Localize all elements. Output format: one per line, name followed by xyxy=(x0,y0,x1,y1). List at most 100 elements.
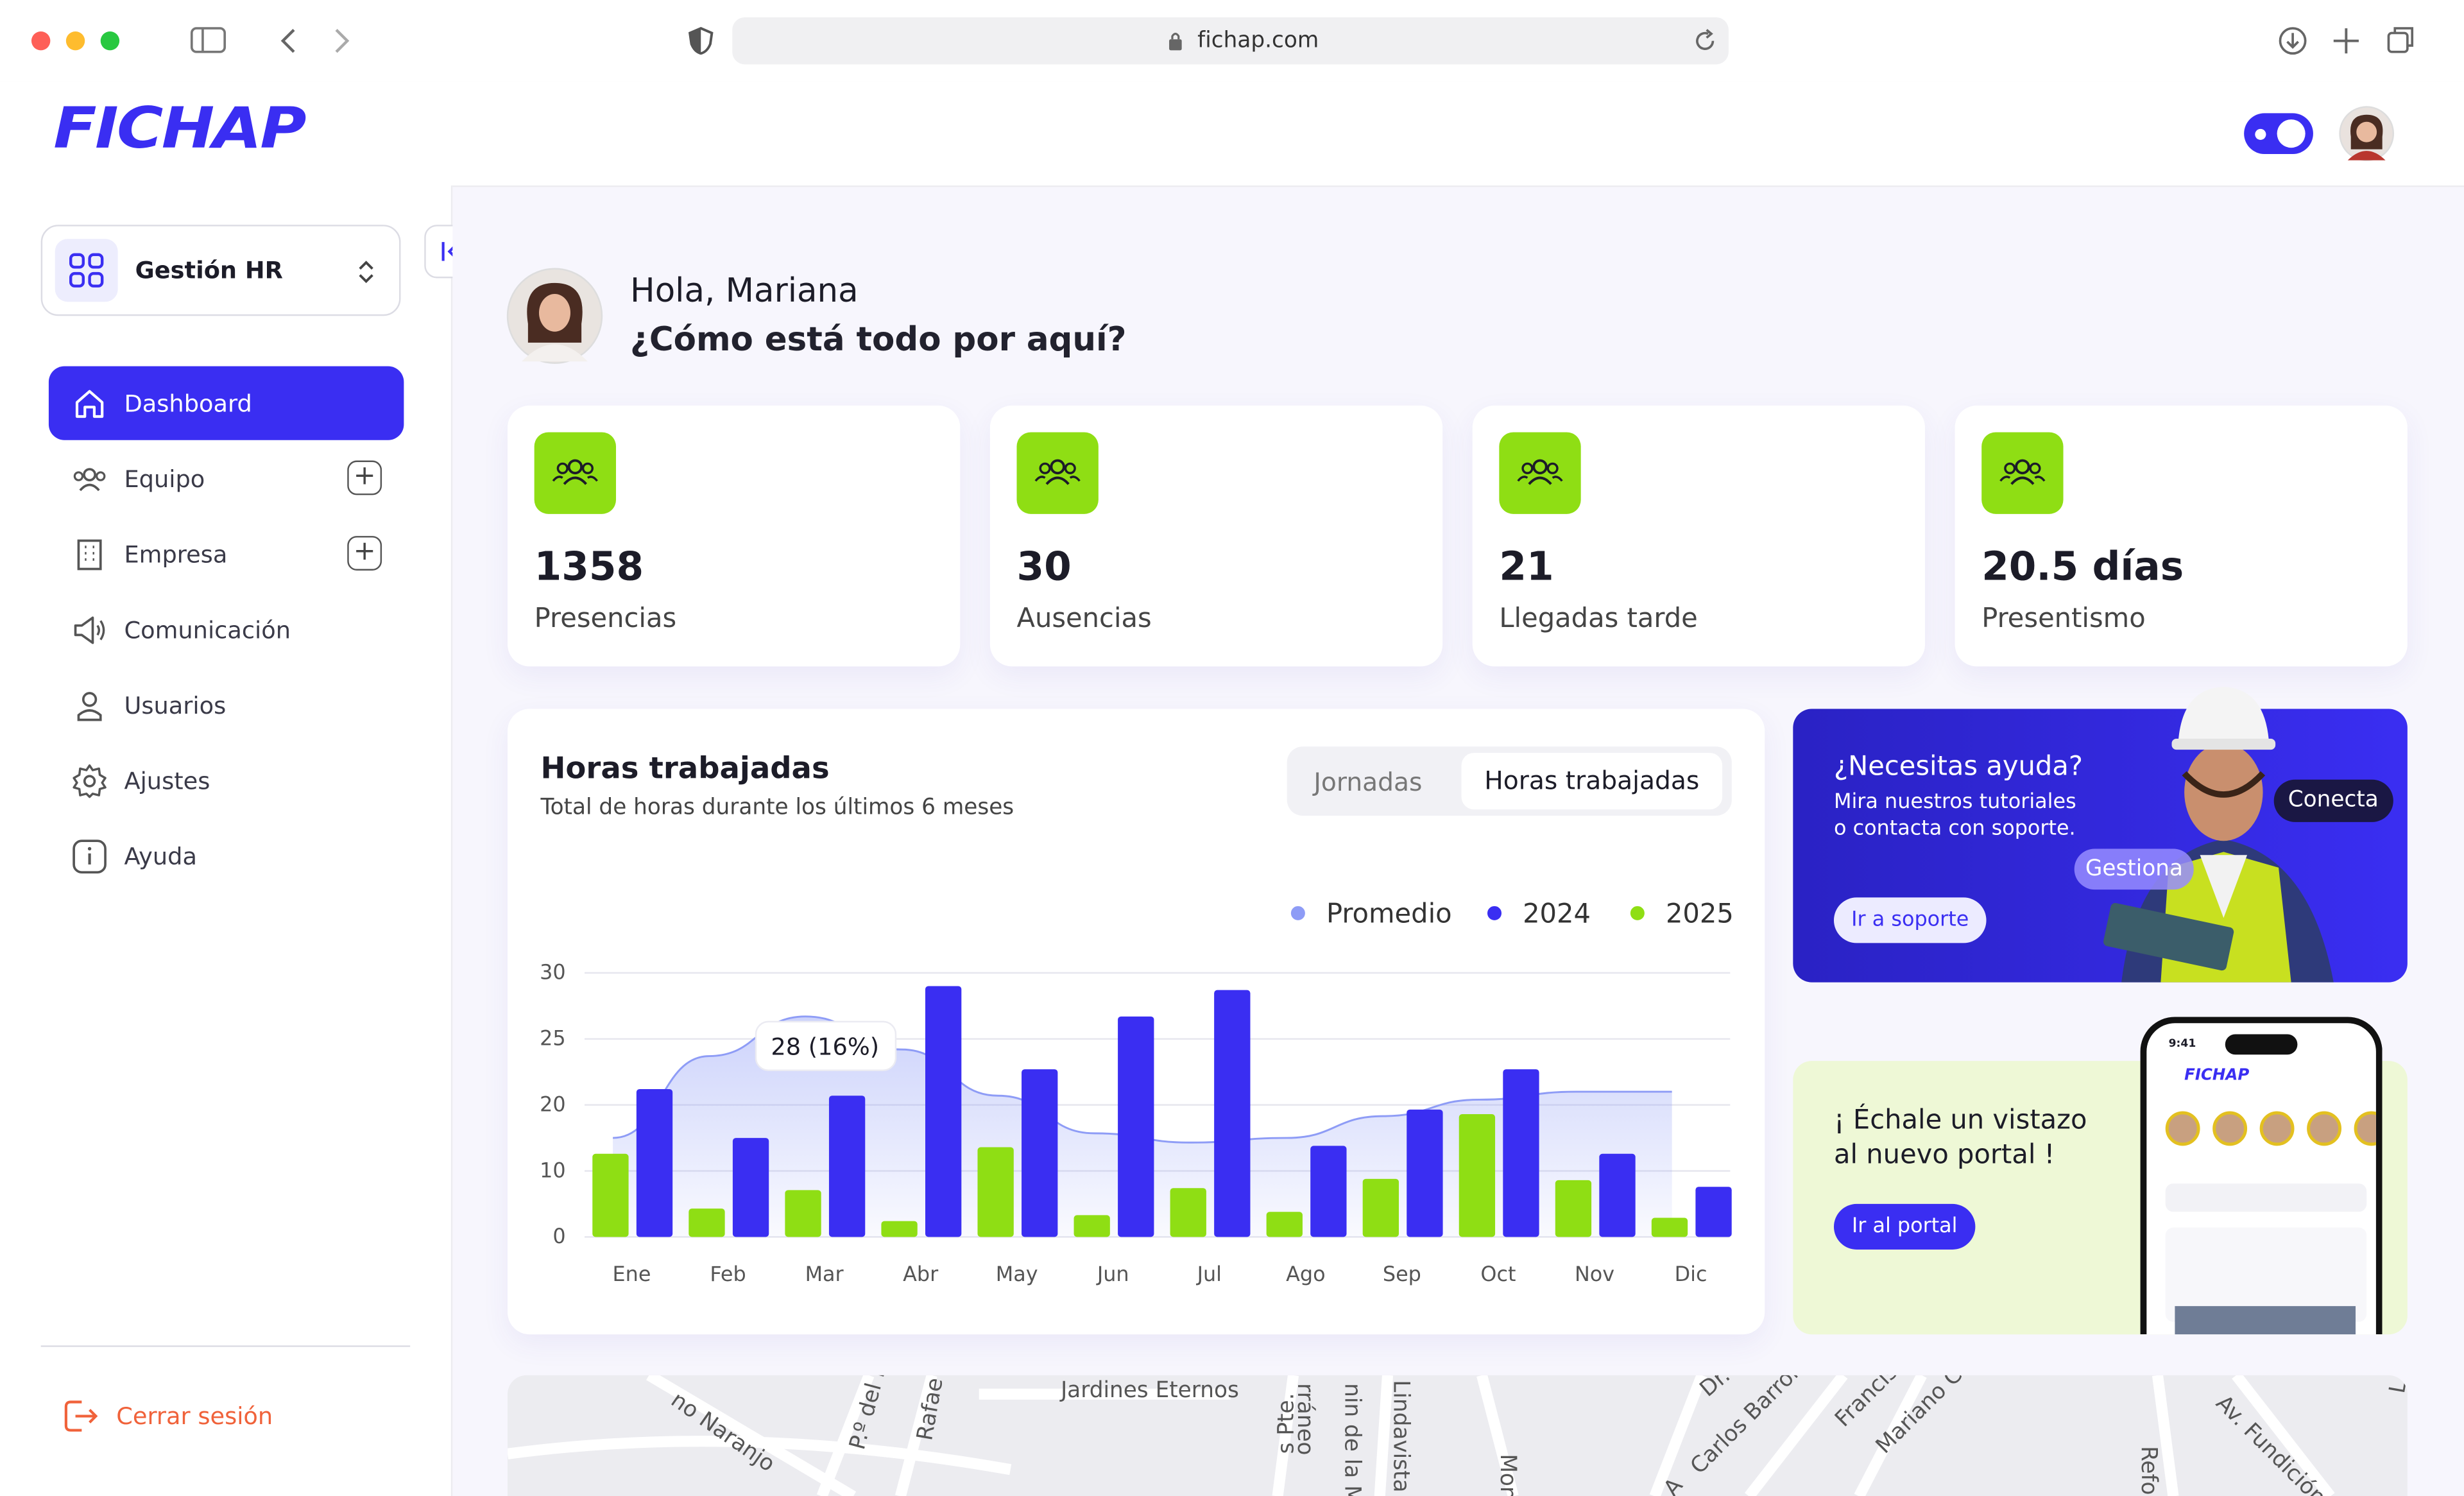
map: no Naranjo P.º del I Rafae Jardines Eternos… xyxy=(508,1375,2408,1496)
reload-icon[interactable] xyxy=(1693,28,1718,53)
y-tick-label: 10 xyxy=(540,1158,566,1182)
bar xyxy=(1503,1069,1539,1237)
nav-item[interactable]: Dashboard xyxy=(48,366,404,440)
url: fichap.com xyxy=(1197,28,1319,54)
stat-label: Presentismo xyxy=(1981,603,2146,635)
nav-label: Ajustes xyxy=(124,766,210,795)
nav-label: Usuarios xyxy=(124,691,227,719)
bar xyxy=(1170,1188,1206,1237)
portal-text: ¡ Échale un vistazo xyxy=(1833,1105,2087,1137)
phone-mockup: 9:41 FICHAP xyxy=(2140,1017,2383,1335)
bar xyxy=(1310,1146,1347,1237)
bar xyxy=(1074,1215,1110,1237)
chart-subtitle: Total de horas durante los últimos 6 mes… xyxy=(540,795,1014,821)
stat-value: 1358 xyxy=(534,544,644,590)
bar xyxy=(1407,1109,1443,1237)
sidebar-toggle[interactable] xyxy=(189,25,230,56)
nav-item[interactable]: Equipo + xyxy=(49,442,404,515)
y-tick-label: 30 xyxy=(540,960,566,984)
greeting-question: ¿Cómo está todo por aquí? xyxy=(630,320,1127,359)
x-tick-label: Oct xyxy=(1480,1262,1516,1286)
browser-actions[interactable] xyxy=(2275,24,2417,58)
zoom-button[interactable] xyxy=(100,31,120,51)
help-text: o contacta con soporte. xyxy=(1833,817,2076,841)
bar xyxy=(689,1208,725,1237)
street-label: Jardines Eternos xyxy=(1061,1378,1239,1404)
stat-icon xyxy=(1499,432,1581,514)
tooltip-text: 28 (16%) xyxy=(771,1033,879,1060)
stat-card: 20.5 días Presentismo xyxy=(1955,405,2408,667)
legend-label: 2025 xyxy=(1666,898,1734,929)
bar xyxy=(1459,1114,1496,1237)
stat-label: Ausencias xyxy=(1016,603,1152,635)
phone-time: 9:41 xyxy=(2168,1037,2196,1050)
bar xyxy=(828,1096,866,1237)
bar xyxy=(881,1221,918,1237)
bar xyxy=(925,986,962,1237)
stat-value: 20.5 días xyxy=(1981,544,2184,590)
y-tick-label: 0 xyxy=(552,1224,565,1248)
tooltip-box xyxy=(755,1020,897,1071)
logout-button[interactable]: Cerrar sesión xyxy=(60,1396,273,1437)
street-label: rráneo xyxy=(1292,1383,1317,1456)
theme-toggle[interactable] xyxy=(2244,113,2313,155)
logo[interactable]: FICHAP xyxy=(53,97,306,162)
bar xyxy=(1599,1153,1636,1237)
minimize-button[interactable] xyxy=(65,31,85,51)
legend-marker xyxy=(1487,906,1502,920)
badge: Gestiona xyxy=(2074,848,2194,890)
user-avatar[interactable] xyxy=(2338,105,2395,162)
shield-icon[interactable] xyxy=(687,25,715,56)
x-tick-label: Nov xyxy=(1575,1262,1614,1286)
nav-label: Ayuda xyxy=(124,841,197,870)
nav-item[interactable]: Comunicación xyxy=(49,592,404,666)
add-button[interactable]: + xyxy=(347,536,382,571)
workspace-selector[interactable]: Gestión HR xyxy=(40,225,401,316)
stat-icon xyxy=(1981,432,2064,514)
y-tick-label: 20 xyxy=(540,1092,566,1116)
chart-title: Horas trabajadas xyxy=(540,751,830,786)
nav-arrows[interactable] xyxy=(273,25,368,56)
nav-item[interactable]: Ajustes xyxy=(49,743,404,817)
support-button[interactable]: Ir a soporte xyxy=(1833,897,1987,943)
nav-label: Dashboard xyxy=(124,389,252,418)
badge: Conecta xyxy=(2273,779,2393,822)
x-tick-label: Abr xyxy=(903,1262,939,1286)
bar xyxy=(1362,1178,1399,1237)
portal-button[interactable]: Ir al portal xyxy=(1833,1203,1976,1250)
stat-card: 1358 Presencias xyxy=(508,405,961,667)
street-label: Lindavista xyxy=(1387,1380,1413,1493)
divider xyxy=(40,1345,411,1347)
stat-icon xyxy=(534,432,617,514)
help-text: Mira nuestros tutoriales xyxy=(1833,790,2076,814)
tooltip: 28 (16%) xyxy=(755,1020,897,1071)
bar xyxy=(1266,1212,1303,1237)
phone-logo: FICHAP xyxy=(2184,1067,2250,1085)
bar xyxy=(1555,1180,1592,1237)
nav-item[interactable]: Usuarios xyxy=(49,668,404,742)
x-tick-label: Jun xyxy=(1096,1262,1129,1286)
add-button[interactable]: + xyxy=(347,460,382,495)
bar xyxy=(977,1147,1014,1237)
tab-active[interactable]: Horas trabajadas xyxy=(1461,753,1723,810)
nav-label: Equipo xyxy=(124,464,205,493)
address-bar[interactable]: fichap.com xyxy=(732,17,1729,65)
x-tick-label: Ene xyxy=(613,1262,651,1286)
bar xyxy=(785,1190,821,1237)
nav-label: Empresa xyxy=(124,540,228,569)
nav-item[interactable]: Empresa + xyxy=(49,517,404,591)
x-tick-label: Jul xyxy=(1196,1262,1222,1286)
close-button[interactable] xyxy=(31,31,51,51)
nav-item[interactable]: Ayuda xyxy=(49,819,404,893)
browser-bar: fichap.com xyxy=(0,0,2464,83)
x-tick-label: Mar xyxy=(805,1262,844,1286)
x-tick-label: Sep xyxy=(1383,1262,1421,1286)
bar xyxy=(732,1138,769,1237)
legend-label: Promedio xyxy=(1326,898,1452,929)
portal-text: al nuevo portal ! xyxy=(1833,1139,2055,1171)
lock-icon xyxy=(1169,33,1182,51)
street-label: nin de la M xyxy=(1339,1383,1364,1496)
help-title: ¿Necesitas ayuda? xyxy=(1833,751,2083,783)
tab[interactable]: Jornadas xyxy=(1313,767,1423,797)
